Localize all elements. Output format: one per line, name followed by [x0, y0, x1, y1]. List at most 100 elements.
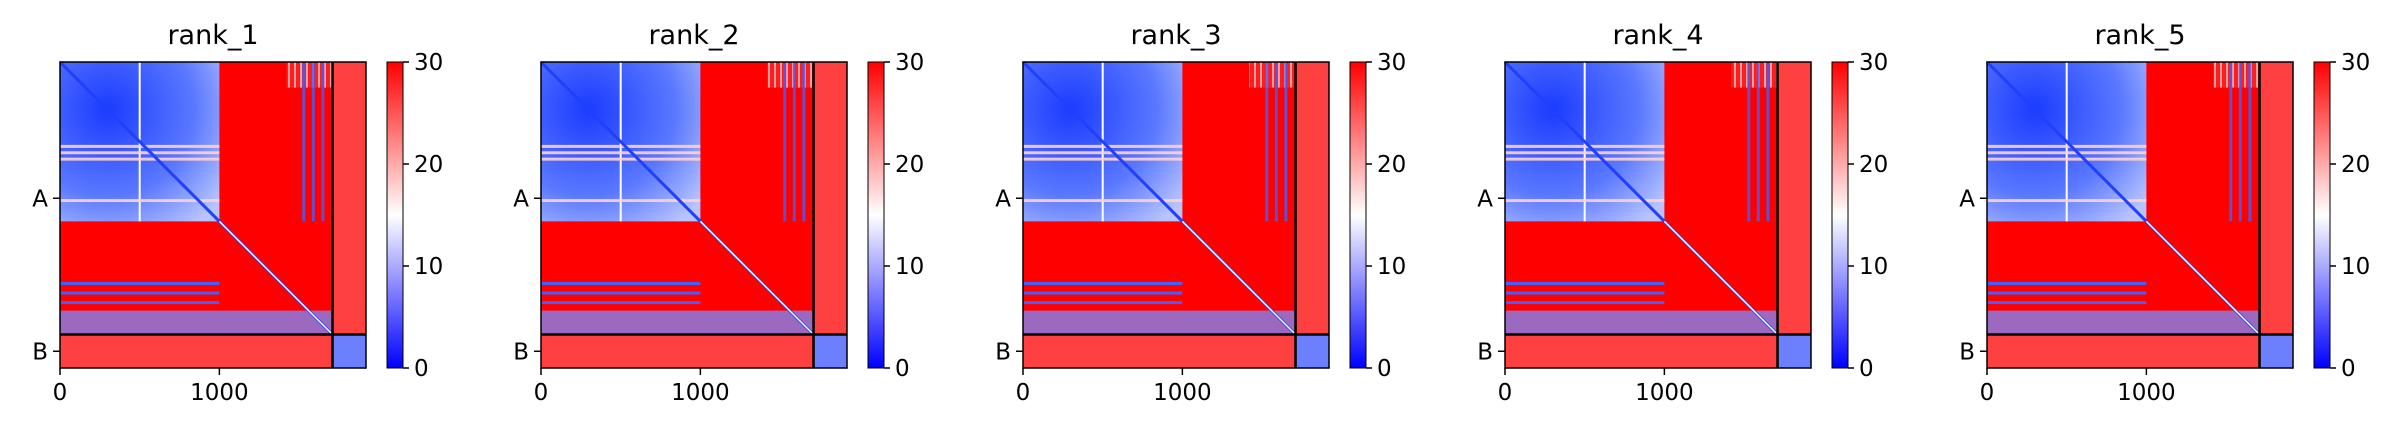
heatmap-interchain-region: [2259, 62, 2293, 335]
heatmap-stripe: [541, 151, 701, 155]
x-tick-label: 1000: [671, 380, 730, 406]
colorbar-tick-label: 20: [1859, 152, 1888, 178]
heatmap-interchain-region: [1987, 334, 2260, 368]
heatmap-stripe-region: [1731, 62, 1778, 88]
heatmap-stripe: [1023, 157, 1183, 161]
heatmap-stripe: [541, 157, 701, 161]
y-tick-label: B: [1959, 339, 1975, 365]
plot-frame: [540, 61, 848, 369]
heatmap-interchain-region: [1295, 62, 1329, 335]
heatmap-stripe: [1505, 157, 1665, 161]
colorbar-tick-label: 20: [1377, 152, 1406, 178]
colorbar-tick-label: 0: [414, 356, 429, 382]
colorbar-tick-label: 10: [414, 254, 443, 280]
heatmap-stripe-region: [1249, 62, 1296, 88]
heatmap-stripe: [1505, 281, 1665, 285]
heatmap-chainB-block: [2259, 334, 2293, 368]
heatmap-stripe: [302, 62, 306, 222]
heatmap-interchain-region: [1023, 334, 1296, 368]
colorbar-tick-label: 10: [1859, 254, 1888, 280]
heatmap-interchain-region: [813, 62, 847, 335]
heatmap-stripe: [1274, 62, 1278, 222]
chart-title: rank_3: [1130, 20, 1221, 51]
x-tick-label: 0: [53, 380, 68, 406]
plot-frame: [59, 61, 367, 369]
colorbar-tick-label: 20: [2341, 152, 2370, 178]
heatmap-stripe: [2238, 62, 2242, 222]
colorbar-tick-label: 0: [2341, 356, 2356, 382]
colorbar: [2313, 61, 2331, 369]
plot-frame: [1022, 61, 1330, 369]
heatmap-stripe: [1756, 62, 1760, 222]
heatmap-lower-band: [60, 310, 333, 335]
heatmap-diagonal-highlight: [218, 220, 334, 336]
plot-frame: [1504, 61, 1812, 369]
heatmap-chainB-block: [1295, 334, 1329, 368]
chart-title: rank_2: [648, 20, 739, 51]
y-tick-label: B: [995, 339, 1011, 365]
x-tick-label: 1000: [190, 380, 249, 406]
heatmap-stripe: [1505, 144, 1665, 148]
colorbar-tick-label: 30: [2341, 50, 2370, 76]
colorbar-tick-label: 30: [414, 50, 443, 76]
heatmap-stripe: [783, 62, 787, 222]
y-tick-label: A: [513, 186, 529, 212]
y-tick-label: A: [1959, 186, 1975, 212]
heatmap-interchain-region: [332, 62, 366, 335]
x-tick-label: 1000: [1153, 380, 1212, 406]
colorbar-tick-label: 0: [1377, 356, 1392, 382]
heatmap-chainB-block: [332, 334, 366, 368]
heatmap-stripe: [541, 144, 701, 148]
colorbar-tick-label: 20: [414, 152, 443, 178]
colorbar: [386, 61, 404, 369]
heatmap-stripe: [1987, 281, 2147, 285]
heatmap-stripe: [792, 62, 796, 222]
heatmap-stripe: [60, 144, 220, 148]
heatmap-interchain-region: [60, 334, 333, 368]
y-tick-label: A: [32, 186, 48, 212]
heatmap-chainB-block: [813, 334, 847, 368]
chart-title: rank_4: [1612, 20, 1703, 51]
y-tick-label: B: [1477, 339, 1493, 365]
heatmap-stripe: [802, 62, 806, 222]
heatmap-stripe: [311, 62, 315, 222]
colorbar: [1831, 61, 1849, 369]
colorbar-tick-label: 10: [895, 254, 924, 280]
heatmap-stripe: [1987, 157, 2147, 161]
heatmap-stripe: [1987, 291, 2147, 295]
heatmap-lower-band: [1023, 310, 1296, 335]
x-tick-label: 1000: [1635, 380, 1694, 406]
heatmap-stripe: [541, 301, 701, 305]
heatmap-interchain-region: [1777, 62, 1811, 335]
heatmap-lower-band: [1505, 310, 1778, 335]
heatmap-stripe: [1505, 151, 1665, 155]
heatmap-stripe: [1505, 291, 1665, 295]
heatmap-stripe: [1023, 151, 1183, 155]
heatmap-diagonal-highlight: [1663, 220, 1779, 336]
heatmap-stripe: [1023, 144, 1183, 148]
heatmap-stripe: [2229, 62, 2233, 222]
heatmap-stripe-region: [286, 62, 333, 88]
heatmap-stripe: [60, 281, 220, 285]
heatmap-diagonal-highlight: [2145, 220, 2261, 336]
heatmap-lower-band: [1987, 310, 2260, 335]
heatmap-stripe: [1766, 62, 1770, 222]
heatmap-stripe: [1265, 62, 1269, 222]
heatmap-stripe: [1023, 301, 1183, 305]
heatmap-stripe: [541, 291, 701, 295]
heatmap-stripe: [1023, 291, 1183, 295]
heatmap-stripe: [1987, 199, 2147, 203]
y-tick-label: B: [513, 339, 529, 365]
heatmap-stripe: [1023, 281, 1183, 285]
heatmap-stripe: [1987, 151, 2147, 155]
heatmap-chainB-block: [1777, 334, 1811, 368]
colorbar-tick-label: 30: [1859, 50, 1888, 76]
chart-title: rank_5: [2094, 20, 2185, 51]
colorbar: [1349, 61, 1367, 369]
heatmap-stripe: [1505, 301, 1665, 305]
